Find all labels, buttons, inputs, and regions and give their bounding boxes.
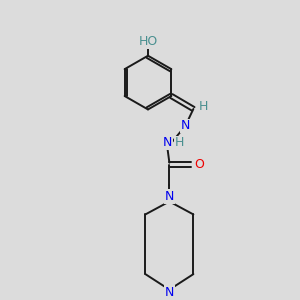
Text: HO: HO [138,35,158,48]
Text: H: H [199,100,208,113]
Text: H: H [175,136,184,149]
Text: N: N [165,190,174,203]
Text: O: O [194,158,204,171]
Text: N: N [165,286,174,298]
Text: N: N [181,119,190,132]
Text: N: N [163,136,172,149]
